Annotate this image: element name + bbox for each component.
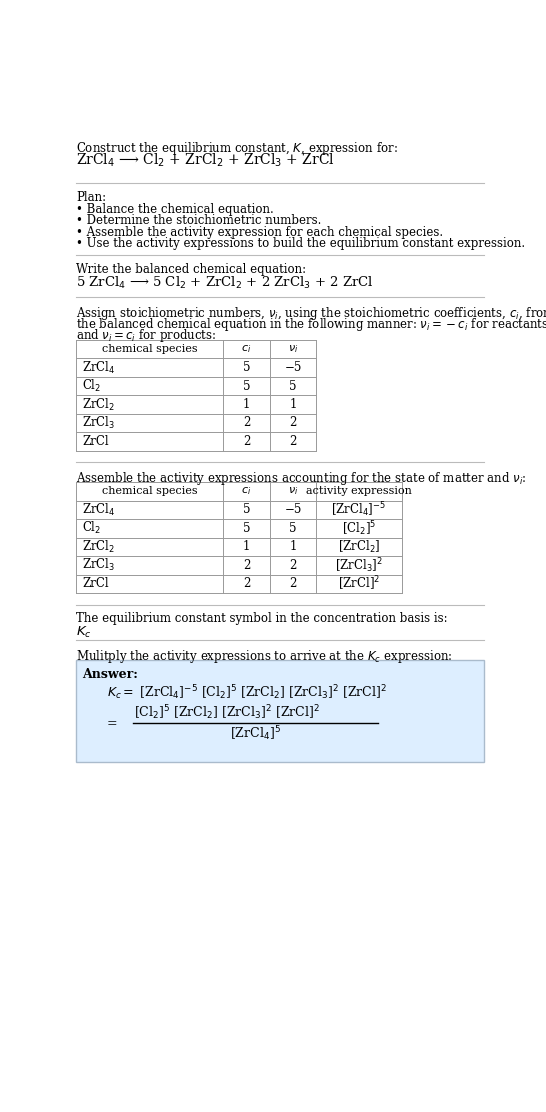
Text: $\nu_i$: $\nu_i$ [288,486,298,497]
Text: ZrCl: ZrCl [82,577,109,590]
Text: activity expression: activity expression [306,486,412,496]
Text: 2: 2 [289,559,296,572]
Text: [ZrCl$_4$]$^{-5}$: [ZrCl$_4$]$^{-5}$ [331,500,387,519]
Text: 5: 5 [243,379,250,393]
Text: the balanced chemical equation in the following manner: $\nu_i = -c_i$ for react: the balanced chemical equation in the fo… [76,316,546,332]
Text: [ZrCl$_3$]$^2$: [ZrCl$_3$]$^2$ [335,556,383,575]
Text: Mulitply the activity expressions to arrive at the $K_c$ expression:: Mulitply the activity expressions to arr… [76,648,453,665]
Text: 5: 5 [243,361,250,374]
FancyBboxPatch shape [76,661,484,762]
Text: ZrCl$_3$: ZrCl$_3$ [82,415,115,431]
Text: • Assemble the activity expression for each chemical species.: • Assemble the activity expression for e… [76,226,443,239]
Text: Plan:: Plan: [76,191,106,205]
Text: • Determine the stoichiometric numbers.: • Determine the stoichiometric numbers. [76,215,322,227]
Text: [Cl$_2$]$^5$ [ZrCl$_2$] [ZrCl$_3$]$^2$ [ZrCl]$^2$: [Cl$_2$]$^5$ [ZrCl$_2$] [ZrCl$_3$]$^2$ [… [134,703,320,722]
Text: 5: 5 [243,522,250,535]
Text: =: = [107,717,117,729]
Text: chemical species: chemical species [102,344,198,354]
Text: Answer:: Answer: [82,668,138,681]
Text: $K_c$: $K_c$ [76,625,92,639]
Text: 2: 2 [243,417,250,429]
Text: $K_c = $ [ZrCl$_4$]$^{-5}$ [Cl$_2$]$^5$ [ZrCl$_2$] [ZrCl$_3$]$^2$ [ZrCl]$^2$: $K_c = $ [ZrCl$_4$]$^{-5}$ [Cl$_2$]$^5$ … [107,683,387,702]
Text: 2: 2 [243,435,250,448]
Text: chemical species: chemical species [102,486,198,496]
Text: 2: 2 [289,417,296,429]
Text: Cl$_2$: Cl$_2$ [82,378,102,394]
Text: ZrCl$_2$: ZrCl$_2$ [82,539,115,555]
Text: 5 ZrCl$_4$ ⟶ 5 Cl$_2$ + ZrCl$_2$ + 2 ZrCl$_3$ + 2 ZrCl: 5 ZrCl$_4$ ⟶ 5 Cl$_2$ + ZrCl$_2$ + 2 ZrC… [76,275,373,291]
Text: ZrCl$_3$: ZrCl$_3$ [82,557,115,574]
Text: Assemble the activity expressions accounting for the state of matter and $\nu_i$: Assemble the activity expressions accoun… [76,470,526,487]
Text: ZrCl$_2$: ZrCl$_2$ [82,397,115,413]
Text: 2: 2 [289,577,296,590]
Text: 2: 2 [243,559,250,572]
Text: ZrCl$_4$: ZrCl$_4$ [82,502,116,518]
Text: 1: 1 [243,398,250,411]
Text: • Use the activity expressions to build the equilibrium constant expression.: • Use the activity expressions to build … [76,237,525,250]
Text: 2: 2 [243,577,250,590]
Text: Construct the equilibrium constant, $K$, expression for:: Construct the equilibrium constant, $K$,… [76,140,398,157]
Text: −5: −5 [284,361,302,374]
Text: ZrCl: ZrCl [82,435,109,448]
Text: Assign stoichiometric numbers, $\nu_i$, using the stoichiometric coefficients, $: Assign stoichiometric numbers, $\nu_i$, … [76,305,546,322]
Text: $c_i$: $c_i$ [241,344,252,355]
Text: and $\nu_i = c_i$ for products:: and $\nu_i = c_i$ for products: [76,327,216,344]
Text: 5: 5 [289,522,296,535]
Text: Write the balanced chemical equation:: Write the balanced chemical equation: [76,262,306,276]
Text: −5: −5 [284,504,302,516]
Text: $c_i$: $c_i$ [241,486,252,497]
Text: 5: 5 [289,379,296,393]
Text: Cl$_2$: Cl$_2$ [82,520,102,536]
Text: ZrCl$_4$: ZrCl$_4$ [82,359,116,376]
Text: ZrCl$_4$ ⟶ Cl$_2$ + ZrCl$_2$ + ZrCl$_3$ + ZrCl: ZrCl$_4$ ⟶ Cl$_2$ + ZrCl$_2$ + ZrCl$_3$ … [76,152,335,169]
Text: [ZrCl$_2$]: [ZrCl$_2$] [337,539,380,555]
Text: 5: 5 [243,504,250,516]
Text: $\nu_i$: $\nu_i$ [288,344,298,355]
Text: 2: 2 [289,435,296,448]
Text: [ZrCl$_4$]$^5$: [ZrCl$_4$]$^5$ [230,725,281,744]
Text: 1: 1 [243,540,250,554]
Text: [Cl$_2$]$^5$: [Cl$_2$]$^5$ [342,519,376,538]
Text: 1: 1 [289,540,296,554]
Text: The equilibrium constant symbol in the concentration basis is:: The equilibrium constant symbol in the c… [76,613,448,625]
Text: [ZrCl]$^2$: [ZrCl]$^2$ [338,575,380,593]
Text: • Balance the chemical equation.: • Balance the chemical equation. [76,202,274,216]
Text: 1: 1 [289,398,296,411]
